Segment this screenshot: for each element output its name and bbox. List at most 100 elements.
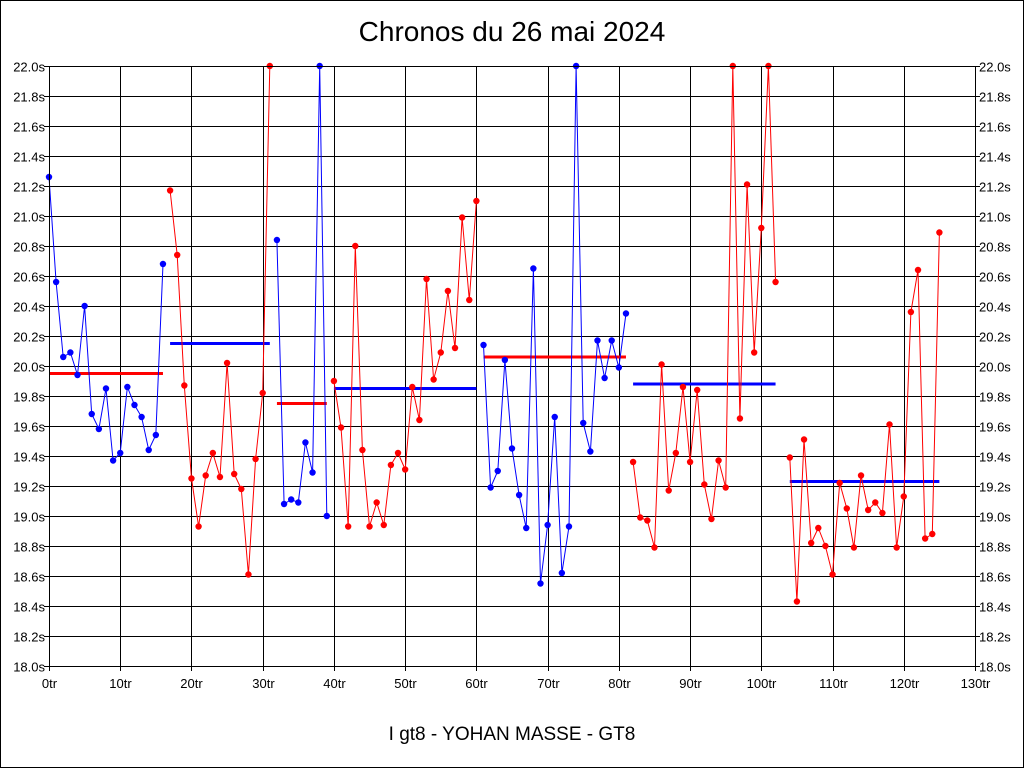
y-tick-label-left: 21.4s bbox=[13, 150, 45, 165]
y-tick-label-left: 20.2s bbox=[13, 330, 45, 345]
lap-point bbox=[437, 349, 444, 356]
lap-point bbox=[159, 260, 167, 268]
y-tick-label-right: 21.0s bbox=[979, 210, 1011, 225]
lap-point bbox=[195, 523, 202, 530]
lap-point bbox=[295, 499, 302, 506]
lap-point bbox=[287, 496, 295, 503]
lap-point bbox=[373, 499, 380, 506]
series-line bbox=[169, 65, 271, 575]
lap-point bbox=[914, 266, 922, 274]
lap-point bbox=[551, 413, 558, 421]
lap-point bbox=[423, 275, 430, 283]
lap-point bbox=[409, 383, 416, 391]
lap-point bbox=[366, 523, 373, 530]
y-tick-label-right: 18.2s bbox=[979, 630, 1011, 645]
lap-point bbox=[344, 523, 352, 530]
lap-point bbox=[615, 364, 623, 371]
x-tick-label: 100tr bbox=[747, 676, 777, 691]
lap-point bbox=[52, 278, 60, 286]
lap-point bbox=[416, 416, 423, 424]
y-tick-label-left: 18.6s bbox=[13, 570, 45, 585]
series-line bbox=[483, 65, 627, 584]
lap-point bbox=[893, 544, 900, 551]
y-tick-label-left: 21.8s bbox=[13, 90, 45, 105]
lap-point bbox=[672, 449, 680, 457]
lap-point bbox=[444, 287, 452, 295]
y-tick-label-left: 22.0s bbox=[13, 60, 45, 75]
lap-point bbox=[352, 242, 359, 250]
lap-point bbox=[658, 361, 665, 368]
lap-point bbox=[815, 524, 822, 532]
y-tick-label-left: 18.8s bbox=[13, 540, 45, 555]
lap-point bbox=[60, 353, 67, 361]
lap-point bbox=[886, 421, 893, 428]
lap-point bbox=[686, 458, 694, 466]
lap-point bbox=[252, 455, 259, 463]
lap-point bbox=[565, 523, 573, 530]
y-tick-label-left: 20.8s bbox=[13, 240, 45, 255]
y-tick-label-right: 21.2s bbox=[979, 180, 1011, 195]
lap-point bbox=[537, 580, 544, 587]
lap-point bbox=[807, 539, 815, 547]
series-line bbox=[789, 232, 940, 602]
y-tick-label-right: 18.8s bbox=[979, 540, 1011, 555]
lap-point bbox=[601, 374, 608, 382]
lap-point bbox=[921, 535, 929, 542]
y-tick-label-left: 20.0s bbox=[13, 360, 45, 375]
y-tick-label-right: 19.2s bbox=[979, 480, 1011, 495]
series-layer bbox=[45, 62, 943, 605]
lap-point bbox=[722, 484, 729, 491]
y-tick-label-left: 20.6s bbox=[13, 270, 45, 285]
lap-point bbox=[380, 521, 387, 529]
series-line bbox=[276, 65, 328, 517]
y-tick-label-left: 20.4s bbox=[13, 300, 45, 315]
lap-point bbox=[216, 473, 224, 481]
x-tick-label: 90tr bbox=[679, 676, 702, 691]
lap-point bbox=[494, 467, 501, 475]
lap-point bbox=[694, 386, 701, 394]
lap-point bbox=[836, 479, 843, 487]
series-line bbox=[48, 176, 164, 462]
lap-point bbox=[451, 344, 459, 352]
lap-point bbox=[629, 458, 637, 466]
y-tick-label-right: 19.6s bbox=[979, 420, 1011, 435]
y-tick-label-left: 19.6s bbox=[13, 420, 45, 435]
lap-point bbox=[487, 484, 494, 491]
lap-point bbox=[209, 449, 217, 457]
lap-point bbox=[359, 446, 366, 454]
y-tick-label-right: 20.4s bbox=[979, 300, 1011, 315]
lap-point bbox=[145, 446, 152, 454]
lap-point bbox=[174, 251, 181, 259]
y-tick-label-left: 19.2s bbox=[13, 480, 45, 495]
lap-point bbox=[864, 506, 872, 514]
lap-point bbox=[900, 493, 907, 500]
lap-point bbox=[302, 439, 309, 446]
lap-point bbox=[850, 544, 858, 551]
lap-point bbox=[544, 521, 551, 529]
x-tick-label: 40tr bbox=[323, 676, 346, 691]
lap-point bbox=[67, 349, 74, 356]
lap-point bbox=[708, 515, 715, 523]
chart-title: Chronos du 26 mai 2024 bbox=[358, 16, 666, 47]
lap-point bbox=[501, 356, 509, 364]
lap-point bbox=[743, 181, 751, 188]
lap-point bbox=[245, 571, 252, 578]
x-tick-label: 30tr bbox=[252, 676, 275, 691]
lap-point bbox=[651, 544, 658, 551]
x-tick-label: 20tr bbox=[180, 676, 203, 691]
lap-point bbox=[81, 302, 88, 310]
lap-point bbox=[829, 571, 836, 578]
lap-point bbox=[530, 265, 537, 272]
lap-point bbox=[323, 512, 330, 520]
y-tick-label-right: 18.4s bbox=[979, 600, 1011, 615]
lap-point bbox=[843, 505, 850, 512]
lap-point bbox=[74, 371, 81, 379]
lap-point bbox=[515, 491, 523, 499]
lap-point bbox=[401, 466, 409, 473]
x-tick-label: 50tr bbox=[394, 676, 417, 691]
y-tick-label-left: 18.0s bbox=[13, 660, 45, 675]
lap-point bbox=[679, 383, 687, 391]
axes: 0tr 10tr 20tr 30tr 40tr 50tr 60tr 70tr 80tr 90tr 1… bbox=[13, 60, 1011, 692]
lap-point bbox=[594, 337, 601, 344]
